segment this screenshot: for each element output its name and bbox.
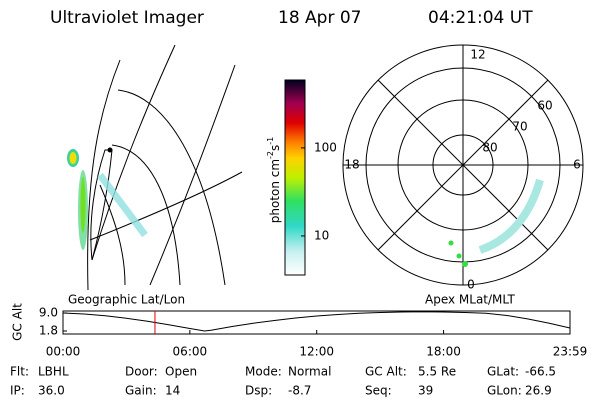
info-value: -66.5 [525,365,556,379]
info-label: Seq: [365,384,392,398]
polar-plot [342,44,584,286]
lat-label: 70 [512,120,527,134]
info-value: LBHL [38,365,69,379]
colorbar-label: photon cm-2s-1 [266,137,282,224]
lat-label: 60 [537,99,552,113]
colorbar [284,79,306,276]
mlt-label: 12 [470,48,485,62]
info-value: 5.5 Re [418,365,456,379]
x-tick-label: 06:00 [173,345,208,359]
x-tick-label: 12:00 [299,345,334,359]
info-label: Flt: [10,365,29,379]
info-label: Mode: [245,365,282,379]
info-label: GLat: [487,365,519,379]
info-label: IP: [10,384,25,398]
title: Ultraviolet Imager [50,8,204,28]
info-label: Dsp: [245,384,272,398]
info-label: Door: [125,365,158,379]
y-axis-label: GC Alt [11,303,25,341]
info-label: GLon: [487,384,522,398]
colorbar-tick-label: 10 [314,228,329,242]
panel-label: Geographic Lat/Lon [68,293,185,307]
date: 18 Apr 07 [278,8,361,28]
mlt-label: 18 [344,158,359,172]
info-value: Normal [288,365,331,379]
mlt-label: 0 [467,278,475,292]
x-tick-label: 00:00 [46,345,81,359]
colorbar-tick-label: 100 [314,140,337,154]
mlt-label: 6 [573,158,581,172]
info-label: GC Alt: [365,365,407,379]
geo-map [67,44,243,291]
y-tick-label: 9.0 [39,306,58,320]
lat-label: 80 [482,141,497,155]
info-value: 36.0 [38,384,65,398]
info-value: 14 [165,384,180,398]
time: 04:21:04 UT [428,8,533,28]
info-value: 39 [418,384,433,398]
x-tick-label: 23:59 [553,345,588,359]
y-tick-label: 1.8 [39,324,58,338]
altitude-line [62,311,571,332]
info-value: -8.7 [288,384,311,398]
info-label: Gain: [125,384,157,398]
x-tick-label: 18:00 [426,345,461,359]
info-value: 26.9 [525,384,552,398]
info-value: Open [165,365,197,379]
panel-label: Apex MLat/MLT [425,293,515,307]
